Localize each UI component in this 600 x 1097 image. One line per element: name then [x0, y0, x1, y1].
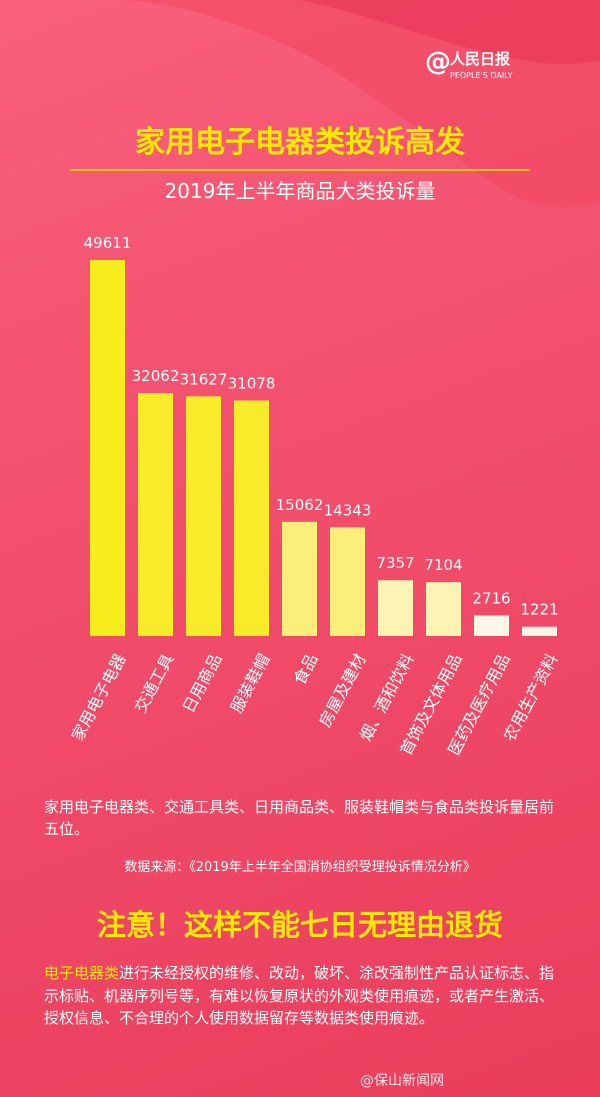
value-label: 32062	[132, 367, 180, 385]
value-label: 49611	[84, 234, 132, 252]
value-label: 31627	[180, 370, 228, 388]
decor	[300, 0, 600, 65]
notice-title: 注意！这样不能七日无理由退货	[96, 908, 503, 942]
bar	[186, 396, 221, 636]
x-tick-label: 家用电子电器	[68, 651, 130, 745]
bar	[378, 580, 413, 636]
logo-name: 人民日报	[450, 50, 510, 68]
decor	[0, 0, 600, 208]
notice-body: 电子电器类进行未经授权的维修、改动，破坏、涂改强制性产品认证标志、指示标贴、机器…	[44, 962, 564, 1030]
value-label: 1221	[520, 601, 558, 619]
notice-text: 进行未经授权的维修、改动，破坏、涂改强制性产品认证标志、指示标贴、机器序列号等，…	[44, 964, 555, 1027]
x-tick-label: 服装鞋帽	[227, 651, 274, 716]
bar	[282, 521, 317, 636]
summary: 家用电子电器类、交通工具类、日用商品类、服装鞋帽类与食品类投诉量居前五位。	[44, 798, 555, 838]
watermark: @保山新闻网	[360, 1073, 444, 1089]
logo-sub: PEOPLE'S DAILY	[450, 71, 513, 80]
source: 数据来源：《2019年上半年全国消协组织受理投诉情况分析》	[124, 860, 476, 875]
bar	[234, 400, 269, 636]
chart: @ 人民日报 PEOPLE'S DAILY 家用电子电器类投诉高发 2019年上…	[0, 0, 600, 745]
bar	[522, 626, 557, 636]
value-label: 31078	[228, 374, 276, 392]
x-tick-label: 房屋及建材	[315, 651, 369, 731]
value-label: 7104	[424, 556, 462, 574]
value-label: 2716	[472, 589, 510, 607]
bar	[426, 582, 461, 636]
bar	[138, 393, 173, 636]
logo-mark: @	[425, 47, 451, 77]
bar	[330, 527, 365, 636]
chart-title: 家用电子电器类投诉高发	[135, 125, 465, 160]
bar	[474, 615, 509, 636]
value-label: 15062	[276, 496, 324, 514]
value-label: 7357	[376, 554, 414, 572]
bar	[90, 260, 125, 636]
x-tick-label: 食品	[290, 651, 322, 688]
chart-subtitle: 2019年上半年商品大类投诉量	[165, 179, 436, 203]
value-label: 14343	[324, 501, 372, 519]
x-tick-label: 日用商品	[179, 651, 226, 716]
highlight: 电子电器类	[44, 964, 120, 982]
x-tick-label: 交通工具	[131, 651, 178, 716]
